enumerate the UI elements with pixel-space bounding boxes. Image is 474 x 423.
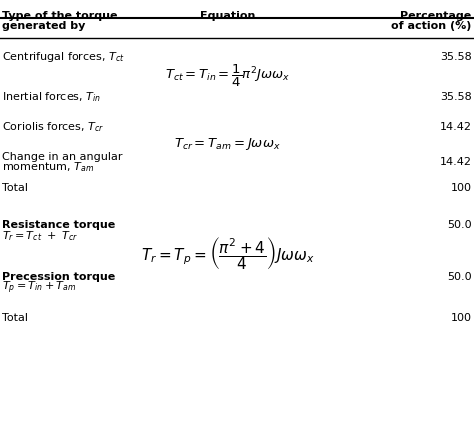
Text: 35.58: 35.58 xyxy=(440,52,472,62)
Text: Total: Total xyxy=(2,183,28,193)
Text: 14.42: 14.42 xyxy=(439,122,472,132)
Text: $T_{cr} = T_{am} = J\omega\omega_x$: $T_{cr} = T_{am} = J\omega\omega_x$ xyxy=(174,136,281,152)
Text: $T_r = T_{ct}\ +\ T_{cr}$: $T_r = T_{ct}\ +\ T_{cr}$ xyxy=(2,229,78,243)
Text: Percentage: Percentage xyxy=(401,11,472,21)
Text: Centrifugal forces, $T_{ct}$: Centrifugal forces, $T_{ct}$ xyxy=(2,50,125,64)
Text: $T_p = T_{in} + T_{am}$: $T_p = T_{in} + T_{am}$ xyxy=(2,280,76,296)
Text: of action (%): of action (%) xyxy=(391,21,472,31)
Text: 50.0: 50.0 xyxy=(447,272,472,282)
Text: Coriolis forces, $T_{cr}$: Coriolis forces, $T_{cr}$ xyxy=(2,120,105,134)
Text: $T_{ct} = T_{in} = \dfrac{1}{4}\pi^2 J\omega\omega_x$: $T_{ct} = T_{in} = \dfrac{1}{4}\pi^2 J\o… xyxy=(165,63,290,89)
Text: 100: 100 xyxy=(451,183,472,193)
Text: Precession torque: Precession torque xyxy=(2,272,116,282)
Text: 50.0: 50.0 xyxy=(447,220,472,231)
Text: Change in an angular: Change in an angular xyxy=(2,151,123,162)
Text: $T_r = T_p = \left(\dfrac{\pi^2+4}{4}\right)J\omega\omega_x$: $T_r = T_p = \left(\dfrac{\pi^2+4}{4}\ri… xyxy=(141,235,314,272)
Text: Total: Total xyxy=(2,313,28,323)
Text: generated by: generated by xyxy=(2,21,86,31)
Text: 14.42: 14.42 xyxy=(439,157,472,167)
Text: Inertial forces, $T_{in}$: Inertial forces, $T_{in}$ xyxy=(2,91,101,104)
Text: Resistance torque: Resistance torque xyxy=(2,220,116,231)
Text: Equation: Equation xyxy=(200,11,255,21)
Text: 35.58: 35.58 xyxy=(440,92,472,102)
Text: Type of the torque: Type of the torque xyxy=(2,11,118,21)
Text: momentum, $T_{am}$: momentum, $T_{am}$ xyxy=(2,160,95,174)
Text: 100: 100 xyxy=(451,313,472,323)
